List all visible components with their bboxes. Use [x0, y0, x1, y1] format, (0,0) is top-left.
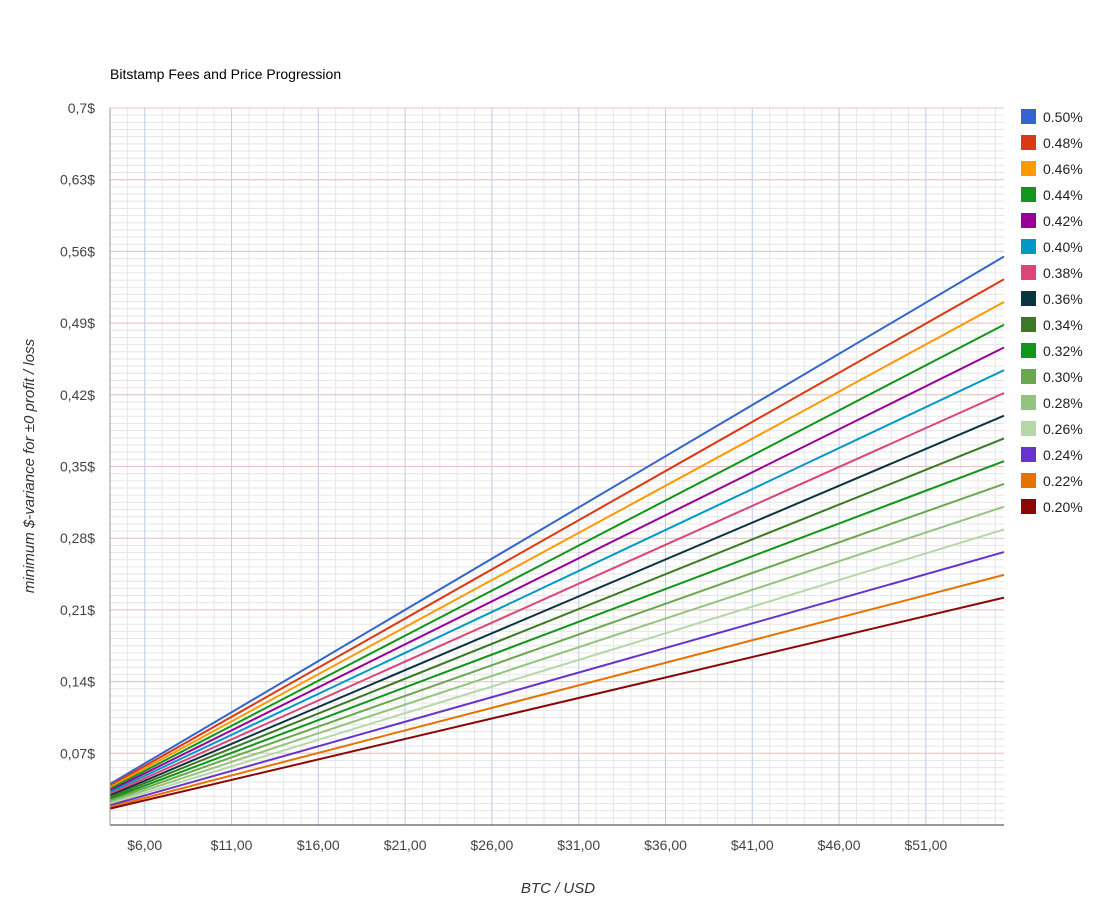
- legend-swatch: [1021, 161, 1036, 176]
- series-line-2: [109, 301, 1005, 789]
- series-line-13: [109, 551, 1005, 807]
- legend-label: 0.30%: [1043, 369, 1083, 385]
- series-line-4: [109, 346, 1005, 792]
- legend-swatch: [1021, 109, 1036, 124]
- x-tick-label: $46,00: [818, 837, 861, 853]
- legend: 0.50% 0.48% 0.46% 0.44% 0.42% 0.40% 0.38% 0.36%…: [1021, 109, 1083, 515]
- legend-label: 0.50%: [1043, 109, 1083, 125]
- series-line-7: [109, 414, 1005, 797]
- y-axis-tick-labels: 0,07$ 0,14$ 0,21$ 0,28$ 0,35$ 0,42$ 0,49$ 0,56$…: [60, 100, 95, 761]
- major-gridlines: [110, 107, 1004, 825]
- y-tick-label: 0,21$: [60, 602, 95, 618]
- legend-label: 0.46%: [1043, 161, 1083, 177]
- legend-label: 0.36%: [1043, 291, 1083, 307]
- legend-swatch: [1021, 447, 1036, 462]
- legend-label: 0.48%: [1043, 135, 1083, 151]
- x-tick-label: $16,00: [297, 837, 340, 853]
- series-line-0: [109, 255, 1005, 785]
- legend-swatch: [1021, 135, 1036, 150]
- y-tick-label: 0,63$: [60, 172, 95, 188]
- series-line-10: [109, 482, 1005, 802]
- x-tick-label: $11,00: [211, 837, 253, 853]
- series-line-15: [109, 596, 1005, 810]
- y-tick-label: 0,56$: [60, 243, 95, 259]
- legend-swatch: [1021, 213, 1036, 228]
- legend-swatch: [1021, 265, 1036, 280]
- series-line-14: [109, 573, 1005, 808]
- series-lines: [109, 255, 1005, 810]
- y-tick-label: 0,7$: [68, 100, 95, 116]
- series-line-3: [109, 323, 1005, 790]
- legend-swatch: [1021, 343, 1036, 358]
- x-tick-label: $51,00: [904, 837, 947, 853]
- x-tick-label: $31,00: [557, 837, 600, 853]
- x-tick-label: $36,00: [644, 837, 687, 853]
- y-tick-label: 0,28$: [60, 530, 95, 546]
- legend-label: 0.26%: [1043, 421, 1083, 437]
- legend-label: 0.24%: [1043, 447, 1083, 463]
- legend-swatch: [1021, 395, 1036, 410]
- legend-swatch: [1021, 499, 1036, 514]
- legend-swatch: [1021, 239, 1036, 254]
- x-tick-label: $41,00: [731, 837, 774, 853]
- x-axis-title: BTC / USD: [521, 880, 595, 897]
- y-tick-label: 0,07$: [60, 745, 95, 761]
- x-tick-label: $6,00: [127, 837, 162, 853]
- x-axis-tick-labels: $6,00 $11,00 $16,00 $21,00 $26,00 $31,00 $36,0…: [127, 837, 947, 853]
- series-line-8: [109, 437, 1005, 799]
- series-line-11: [109, 505, 1005, 804]
- x-tick-label: $21,00: [384, 837, 427, 853]
- y-tick-label: 0,42$: [60, 387, 95, 403]
- legend-label: 0.28%: [1043, 395, 1083, 411]
- legend-label: 0.38%: [1043, 265, 1083, 281]
- chart-title: Bitstamp Fees and Price Progression: [110, 66, 341, 82]
- legend-swatch: [1021, 369, 1036, 384]
- legend-swatch: [1021, 187, 1036, 202]
- legend-swatch: [1021, 291, 1036, 306]
- legend-swatch: [1021, 317, 1036, 332]
- legend-swatch: [1021, 473, 1036, 488]
- legend-label: 0.20%: [1043, 499, 1083, 515]
- legend-label: 0.34%: [1043, 317, 1083, 333]
- series-line-1: [109, 278, 1005, 787]
- series-line-9: [109, 460, 1005, 800]
- y-axis-title: minimum $-variance for ±0 profit / loss: [21, 338, 38, 593]
- x-tick-label: $26,00: [470, 837, 513, 853]
- series-line-12: [109, 528, 1005, 805]
- legend-label: 0.32%: [1043, 343, 1083, 359]
- axes: [109, 108, 1004, 826]
- legend-label: 0.44%: [1043, 187, 1083, 203]
- series-line-5: [109, 369, 1005, 794]
- legend-label: 0.22%: [1043, 473, 1083, 489]
- y-tick-label: 0,49$: [60, 315, 95, 331]
- y-tick-label: 0,35$: [60, 459, 95, 475]
- legend-label: 0.42%: [1043, 213, 1083, 229]
- y-tick-label: 0,14$: [60, 674, 95, 690]
- series-line-6: [109, 392, 1005, 795]
- legend-label: 0.40%: [1043, 239, 1083, 255]
- legend-swatch: [1021, 421, 1036, 436]
